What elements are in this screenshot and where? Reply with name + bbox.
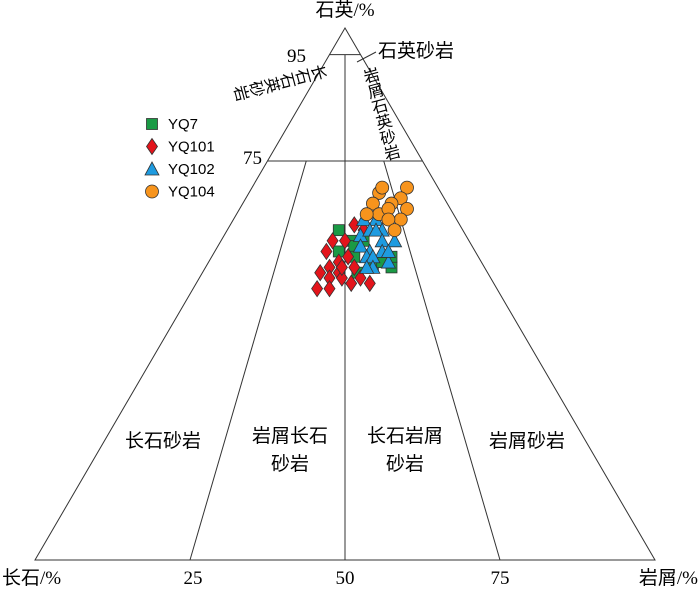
- data-point-yq101: [363, 274, 376, 293]
- data-point-yq102: [359, 259, 375, 274]
- data-point-yq101: [320, 242, 333, 261]
- data-point-yq101: [311, 279, 324, 298]
- data-point-yq101: [323, 279, 336, 298]
- field-label-feldspathic-litharenite-2: 砂岩: [386, 453, 424, 475]
- data-point-yq102: [386, 232, 403, 248]
- base-tick-50: 50: [336, 568, 355, 589]
- data-point-yq102: [380, 243, 397, 258]
- legend-marker-yq104: [145, 184, 159, 199]
- fl-25-line: [189, 160, 307, 561]
- field-label-litharenite: 岩屑砂岩: [489, 430, 565, 452]
- field-label-arkose: 长石砂岩: [125, 430, 201, 452]
- data-point-yq101: [335, 258, 348, 277]
- quartz-sandstone-leader: [356, 51, 377, 63]
- data-point-yq101: [326, 232, 339, 250]
- legend: YQ7 YQ101 YQ102 YQ104: [144, 116, 215, 201]
- data-point-yq101: [348, 258, 361, 277]
- data-point-yq101: [354, 269, 367, 287]
- base-tick-25: 25: [184, 568, 203, 589]
- legend-marker-yq101: [146, 137, 158, 156]
- data-point-yq104: [400, 180, 414, 195]
- data-point-yq104: [365, 196, 380, 211]
- axis-label-quartz: 石英/%: [315, 0, 374, 21]
- legend-label-yq7: YQ7: [168, 116, 198, 133]
- base-tick-75: 75: [491, 568, 510, 589]
- data-point-yq101: [345, 274, 358, 293]
- data-point-yq101: [314, 264, 327, 282]
- series-YQ102: [352, 211, 403, 274]
- field-label-quartz-sandstone: 石英砂岩: [378, 40, 454, 62]
- field-label-feldspathic-litharenite-1: 长石岩屑: [367, 425, 443, 447]
- data-point-yq101: [335, 269, 348, 287]
- data-point-yq104: [381, 212, 396, 227]
- data-point-yq101: [339, 232, 351, 250]
- data-point-yq7: [332, 224, 345, 237]
- data-point-yq102: [380, 254, 397, 269]
- legend-marker-yq102: [144, 161, 160, 176]
- legend-marker-yq7: [146, 118, 158, 130]
- data-point-yq102: [352, 238, 369, 253]
- field-label-lithic-arkose-1: 岩屑长石: [252, 425, 328, 447]
- legend-label-yq102: YQ102: [168, 161, 215, 178]
- fl-75-line: [383, 160, 501, 561]
- series-YQ104: [359, 180, 414, 238]
- data-point-yq104: [387, 223, 402, 238]
- data-points: [311, 180, 414, 298]
- quartz-tick-95: 95: [287, 46, 306, 67]
- data-point-yq104: [375, 180, 390, 195]
- axis-label-feldspar: 长石/%: [2, 567, 61, 589]
- field-label-lithic-arkose-2: 砂岩: [271, 453, 309, 475]
- data-point-yq101: [342, 248, 355, 266]
- data-point-yq104: [359, 207, 374, 222]
- data-point-yq102: [368, 222, 384, 237]
- quartz-tick-75: 75: [243, 148, 262, 169]
- data-point-yq104: [400, 201, 414, 216]
- axis-label-lithic: 岩屑/%: [639, 567, 698, 589]
- legend-label-yq101: YQ101: [168, 139, 215, 156]
- legend-label-yq104: YQ104: [168, 184, 215, 201]
- field-boundaries: [189, 54, 501, 561]
